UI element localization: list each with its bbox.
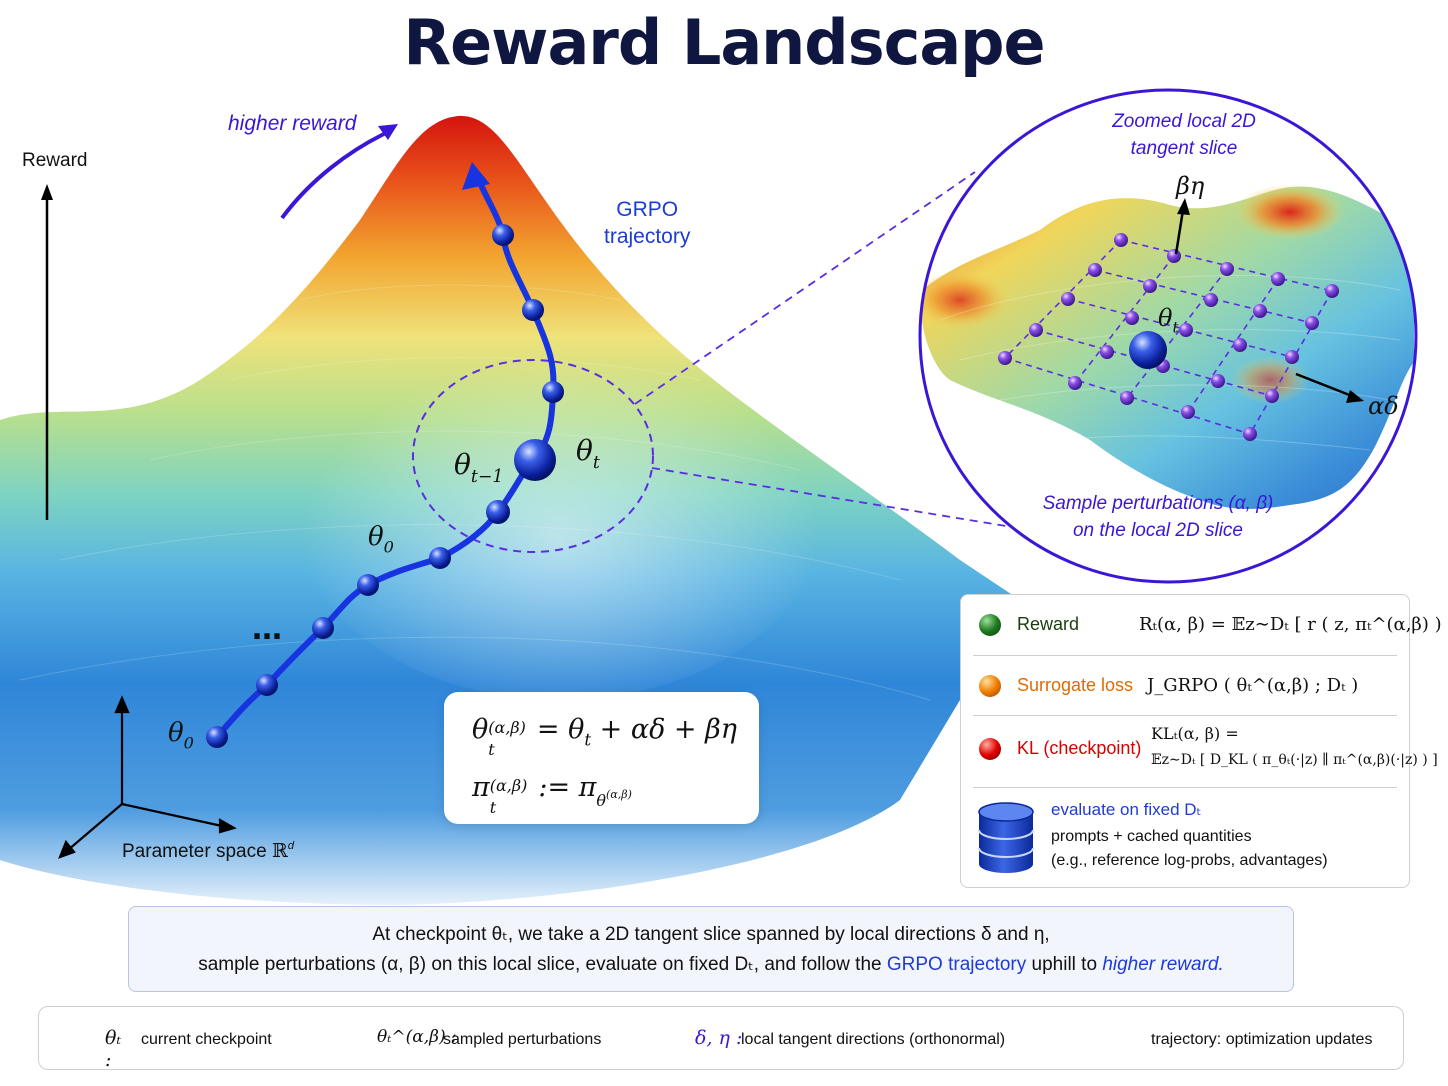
surrogate-dot-icon — [979, 675, 1001, 697]
caption-line2-d: higher reward. — [1102, 954, 1224, 975]
legend-reward-formula: Rₜ(α, β) = 𝔼z∼Dₜ [ r ( z, πₜ^(α,β) ) ] — [1139, 614, 1448, 635]
zoom-theta-label: θt — [1158, 304, 1179, 337]
theta-tm1-label: θt−1 — [454, 448, 504, 487]
parameter-space-label: Parameter space ℝd — [122, 840, 294, 863]
legend-surrogate-name: Surrogate loss — [1017, 675, 1134, 695]
dirs-symbol: δ, η : — [695, 1027, 743, 1049]
theta-t-label: θt — [576, 434, 600, 473]
trajectory-point — [429, 547, 451, 569]
trajectory-checkpoints — [206, 224, 564, 748]
parameter-space-dim: d — [287, 840, 295, 853]
legend-kl-name: KL (checkpoint) — [1017, 738, 1142, 758]
theta-0-label: θ0 — [168, 718, 194, 753]
trajectory-point — [357, 574, 379, 596]
legend-kl-formula-line1: KLₜ(α, β) = — [1151, 724, 1239, 743]
eta-direction-arrow — [1174, 209, 1185, 255]
legend-surrogate-row: Surrogate loss J_GRPO ( θₜ^(α,β) ; Dₜ ) — [961, 656, 1409, 716]
legend-reward-name: Reward — [1017, 614, 1080, 634]
legend-evaluate-row: evaluate on fixed Dₜ prompts + cached qu… — [961, 788, 1409, 886]
reward-dot-icon — [979, 614, 1001, 636]
caption-line2-c: uphill to — [1031, 954, 1098, 975]
legend-kl-row: KL (checkpoint) KLₜ(α, β) = 𝔼z∼Dₜ [ D_KL… — [961, 716, 1438, 786]
zoom-inset — [918, 88, 1418, 584]
parameter-space-symbol: ℝ — [271, 840, 288, 862]
tangent-slice-surface — [922, 186, 1414, 509]
grpo-label-line2: trajectory — [604, 225, 691, 248]
zoom-caption: Sample perturbations (α, β) on the local… — [1030, 490, 1286, 544]
ellipsis-label: … — [252, 612, 282, 647]
delta-direction-arrow — [1295, 372, 1353, 398]
reward-axis-label: Reward — [22, 150, 88, 171]
page-title: Reward Landscape — [403, 6, 1045, 79]
policy-equation: π (α,β) t := πθ(α,β) — [472, 772, 632, 817]
grpo-trajectory-label: GRPO trajectory — [604, 196, 690, 250]
zoom-caption-line1: Sample perturbations (α, β) — [1042, 493, 1274, 514]
trajectory-point — [542, 381, 564, 403]
perturbation-equation: θ (α,β) t = θt + αδ + βη — [472, 714, 737, 759]
trajectory-point — [522, 299, 544, 321]
figure-caption: At checkpoint θₜ, we take a 2D tangent s… — [128, 906, 1294, 992]
parameter-space-text: Parameter space — [122, 841, 267, 862]
checkpoint-text: current checkpoint — [141, 1031, 272, 1048]
caption-line2-b: GRPO trajectory — [886, 954, 1027, 975]
perturbation-points — [998, 233, 1339, 441]
legend-reward-row: Reward Rₜ(α, β) = 𝔼z∼Dₜ [ r ( z, πₜ^(α,β… — [961, 595, 1448, 655]
trajectory-point — [312, 617, 334, 639]
legend-evaluate-line2: (e.g., reference log-probs, advantages) — [1051, 852, 1328, 869]
kl-dot-icon — [979, 738, 1001, 760]
bottom-legend: θₜ : current checkpoint θₜ^(α,β) : sampl… — [38, 1006, 1404, 1071]
trajectory-point — [206, 726, 228, 748]
trajectory-text: trajectory: optimization updates — [1151, 1031, 1373, 1048]
legend-evaluate-title: evaluate on fixed Dₜ — [1051, 800, 1202, 819]
trajectory-point — [486, 500, 510, 524]
perturb-text: sampled perturbations — [443, 1031, 602, 1048]
higher-reward-label: higher reward — [228, 112, 357, 135]
higher-reward-arrow — [280, 130, 389, 220]
database-icon — [978, 802, 1034, 873]
equation-box: θ (α,β) t = θt + αδ + βη π (α,β) t := πθ(α,β… — [444, 692, 759, 824]
legend-kl-formula-line2: 𝔼z∼Dₜ [ D_KL ( π_θₜ(·|z) ∥ πₜ^(α,β)(·|z)… — [1151, 752, 1438, 768]
caption-line2: sample perturbations (α, β) on this loca… — [129, 953, 1293, 976]
current-checkpoint-ball — [514, 439, 556, 481]
eta-direction-label: βη — [1176, 172, 1205, 200]
parameter-axes — [58, 695, 237, 859]
grpo-label-line1: GRPO — [616, 198, 679, 221]
checkpoint-symbol: θₜ : — [105, 1027, 122, 1071]
legend-evaluate-line1: prompts + cached quantities — [1051, 828, 1252, 845]
local-region-ellipse — [412, 359, 654, 553]
zoom-title: Zoomed local 2D tangent slice — [1082, 108, 1286, 162]
caption-line2-a: sample perturbations (α, β) on this loca… — [198, 954, 882, 975]
caption-line1: At checkpoint θₜ, we take a 2D tangent s… — [372, 924, 1050, 945]
metrics-legend: Reward Rₜ(α, β) = 𝔼z∼Dₜ [ r ( z, πₜ^(α,β… — [960, 594, 1448, 888]
delta-direction-label: αδ — [1368, 392, 1399, 420]
zoom-title-line1: Zoomed local 2D — [1112, 111, 1256, 132]
zoom-caption-line2: on the local 2D slice — [1072, 520, 1244, 541]
zoom-checkpoint-ball — [1129, 331, 1167, 369]
legend-surrogate-formula: J_GRPO ( θₜ^(α,β) ; Dₜ ) — [1147, 675, 1359, 696]
trajectory-point — [256, 674, 278, 696]
perturb-symbol: θₜ^(α,β) : — [377, 1027, 457, 1047]
trajectory-point — [492, 224, 514, 246]
theta-0-upper-label: θ0 — [368, 522, 394, 557]
zoom-title-line2: tangent slice — [1130, 138, 1238, 159]
dirs-text: local tangent directions (orthonormal) — [741, 1031, 1006, 1048]
